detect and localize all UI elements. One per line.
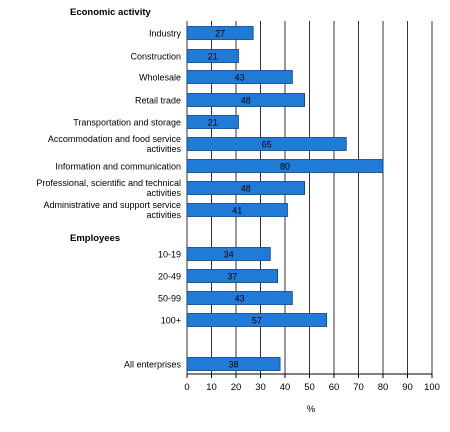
bar [186, 269, 279, 283]
category-label: 100+ [161, 316, 181, 326]
category-label: Professional, scientific and technical [36, 178, 181, 188]
category-label: Information and communication [55, 162, 181, 172]
bar [186, 137, 347, 151]
x-axis-label: % [307, 404, 316, 415]
bar-value-label: 65 [262, 140, 272, 150]
category-label: 20-49 [158, 272, 181, 282]
bar [186, 115, 239, 129]
x-tick-label: 20 [231, 382, 242, 393]
bar-value-label: 37 [227, 272, 237, 282]
x-tick-label: 90 [402, 382, 413, 393]
x-tick-label: 10 [206, 382, 217, 393]
category-label: Retail trade [135, 96, 181, 106]
bar-value-label: 38 [229, 360, 239, 370]
category-label: activities [146, 144, 181, 154]
category-label: Wholesale [139, 73, 181, 83]
x-tick-label: 100 [424, 382, 440, 393]
category-label: Transportation and storage [73, 118, 181, 128]
bar [186, 26, 254, 40]
category-label: Construction [130, 52, 181, 62]
bars: 27 21 43 48 21 65 80 48 41 34 37 43 57 38 [186, 26, 384, 371]
category-label: All enterprises [124, 360, 182, 370]
group-heading: Economic activity [70, 7, 151, 18]
category-labels: Economic activity Industry Construction Who… [36, 7, 181, 370]
bar [186, 203, 288, 217]
bar-value-label: 43 [235, 73, 245, 83]
x-tick-label: 80 [378, 382, 389, 393]
x-axis: 0 10 20 30 40 50 60 70 80 90 100 [184, 373, 440, 393]
bar-value-label: 21 [208, 52, 218, 62]
bar [186, 291, 293, 305]
bar [186, 159, 384, 173]
bar-value-label: 43 [235, 294, 245, 304]
x-tick-label: 0 [184, 382, 189, 393]
bar [186, 49, 239, 63]
category-label: Accommodation and food service [48, 134, 181, 144]
category-label: 10-19 [158, 250, 181, 260]
bar-value-label: 34 [224, 250, 234, 260]
bar-value-label: 57 [252, 316, 262, 326]
bar-value-label: 41 [232, 206, 242, 216]
bar-value-label: 21 [208, 118, 218, 128]
bar-value-label: 48 [241, 96, 251, 106]
bar-value-label: 27 [215, 29, 225, 39]
x-tick-label: 50 [304, 382, 315, 393]
bar-value-label: 48 [241, 184, 251, 194]
bar [186, 181, 305, 195]
bar [186, 313, 328, 327]
bar [186, 93, 305, 107]
x-tick-label: 70 [353, 382, 364, 393]
category-label: Industry [149, 29, 182, 39]
category-label: Administrative and support service [43, 200, 181, 210]
x-tick-label: 60 [329, 382, 340, 393]
x-tick-label: 40 [280, 382, 291, 393]
category-label: activities [146, 210, 181, 220]
bar [186, 357, 281, 371]
group-heading: Employees [70, 233, 120, 244]
bar-value-label: 80 [280, 162, 290, 172]
bar [186, 247, 271, 261]
category-label: activities [146, 188, 181, 198]
bar [186, 70, 293, 84]
category-label: 50-99 [158, 294, 181, 304]
x-tick-label: 30 [255, 382, 266, 393]
